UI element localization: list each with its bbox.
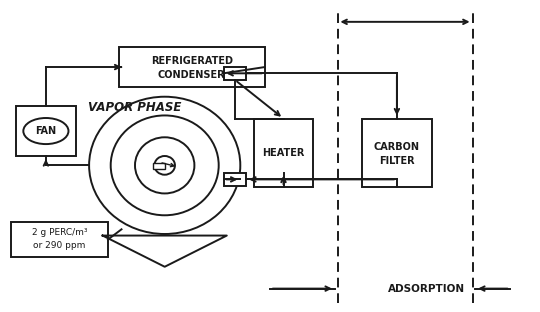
Text: HEATER: HEATER [262, 148, 305, 158]
Bar [119, 47, 265, 87]
Text: REFRIGERATED: REFRIGERATED [151, 56, 233, 66]
Circle shape [23, 118, 69, 144]
Bar [224, 67, 246, 80]
Ellipse shape [135, 137, 194, 193]
Text: CARBON: CARBON [374, 142, 420, 152]
Text: 2 g PERC/m³: 2 g PERC/m³ [32, 228, 87, 237]
Text: CONDENSER: CONDENSER [158, 70, 226, 80]
Text: ADSORPTION: ADSORPTION [388, 284, 465, 294]
Bar [16, 106, 76, 156]
Bar [11, 222, 108, 257]
Ellipse shape [89, 97, 240, 234]
Ellipse shape [154, 156, 175, 175]
Text: or 290 ppm: or 290 ppm [33, 241, 85, 250]
Bar [224, 173, 246, 186]
Text: FAN: FAN [35, 126, 57, 136]
Ellipse shape [111, 115, 219, 215]
Bar [362, 119, 432, 187]
Text: FILTER: FILTER [379, 156, 415, 166]
Bar [254, 119, 313, 187]
Text: VAPOR PHASE: VAPOR PHASE [89, 101, 181, 114]
Bar [153, 163, 165, 169]
